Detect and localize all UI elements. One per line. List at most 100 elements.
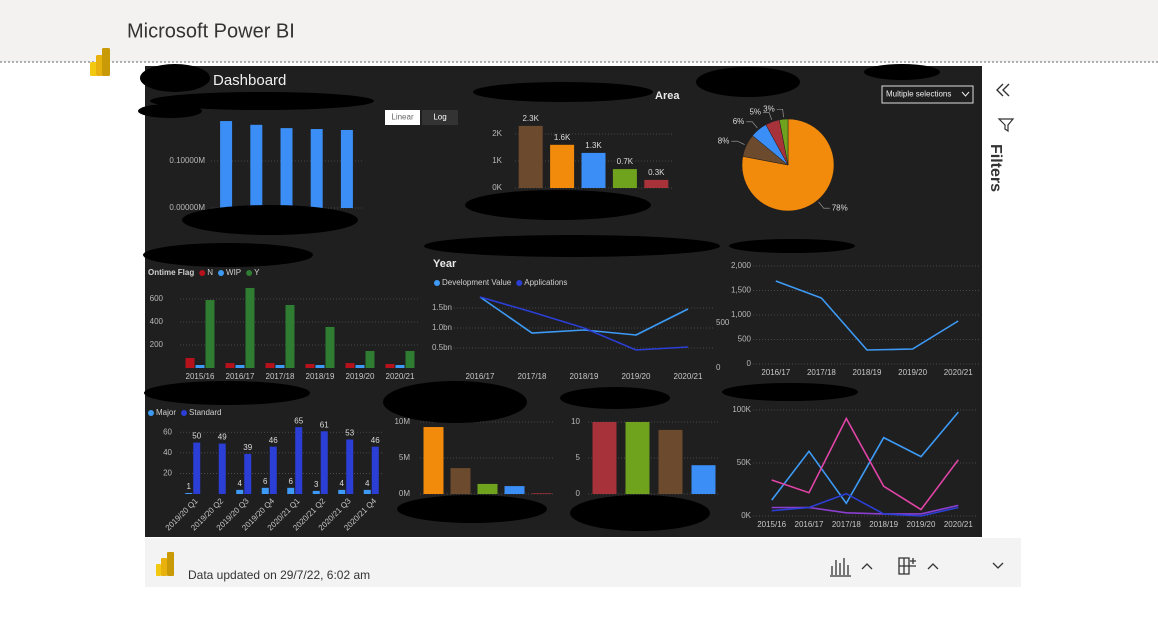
bar <box>612 169 637 188</box>
line-series <box>771 411 959 505</box>
filters-label[interactable]: Filters <box>987 144 1004 192</box>
data-label: 6 <box>263 477 268 486</box>
bar <box>185 357 195 368</box>
bar <box>691 465 716 494</box>
x-tick-label: 2018/19 <box>853 368 882 377</box>
x-tick-label: 2018/19 <box>306 372 335 381</box>
linear-button[interactable] <box>385 110 420 125</box>
chevron-down[interactable] <box>992 562 1004 569</box>
linear-label[interactable]: Linear <box>391 113 414 122</box>
legend-label: WIP <box>226 268 241 277</box>
y-tick-label: 50K <box>737 458 752 467</box>
bar <box>385 363 395 368</box>
bar <box>581 152 606 188</box>
legend-marker <box>218 270 225 276</box>
line-series <box>479 296 689 336</box>
y-tick-label: 0 <box>576 489 581 498</box>
bar <box>340 129 353 208</box>
y-tick-label: 10 <box>571 417 580 426</box>
bar <box>312 490 320 494</box>
footer-logo <box>156 552 174 576</box>
chevron-up[interactable] <box>927 563 939 570</box>
bar <box>504 486 525 494</box>
x-tick-label: 2015/16 <box>186 372 215 381</box>
legend-marker <box>516 280 523 286</box>
data-label: 8% <box>718 136 730 145</box>
chart-title: Area <box>655 90 680 102</box>
data-label: 50 <box>192 432 201 441</box>
line-series <box>479 296 689 351</box>
bar <box>320 431 328 494</box>
bar <box>205 300 215 368</box>
scale-toggle[interactable]: Linear Log <box>385 110 458 125</box>
filters-pane[interactable]: Filters <box>987 83 1015 192</box>
y-tick-label: 600 <box>150 294 164 303</box>
bar <box>450 468 471 494</box>
x-tick-label: 2020/21 <box>944 520 973 529</box>
x-tick-label: 2020/21 <box>674 372 703 381</box>
bar <box>477 483 498 494</box>
x-tick-label: 2015/16 <box>757 520 786 529</box>
data-label: 4 <box>365 479 370 488</box>
bar <box>395 365 405 368</box>
y-tick-label: 1,500 <box>731 286 752 295</box>
x-tick-label: 2018/19 <box>869 520 898 529</box>
x-tick-label: 2018/19 <box>570 372 599 381</box>
log-label[interactable]: Log <box>433 113 446 122</box>
y-tick-label: 0.5bn <box>432 343 452 352</box>
log-button[interactable] <box>422 110 458 125</box>
bar <box>365 350 375 368</box>
dropdown-value[interactable]: Multiple selections <box>886 90 951 99</box>
leader-line <box>818 201 830 209</box>
page-icon[interactable] <box>898 557 916 575</box>
bar <box>625 422 650 494</box>
bar <box>236 489 244 494</box>
footer-actions[interactable] <box>830 557 1004 577</box>
data-label: 6 <box>289 477 294 486</box>
chart-title: Year <box>433 258 457 270</box>
legend-marker <box>199 270 206 276</box>
dropdown-box[interactable] <box>881 85 974 104</box>
bar <box>423 427 444 494</box>
x-tick-label: 2017/18 <box>518 372 547 381</box>
y-tick-label: 0 <box>716 363 721 372</box>
y-tick-label: 0K <box>492 183 502 192</box>
x-tick-label: 2020/21 <box>944 368 973 377</box>
data-label: 78% <box>832 203 848 212</box>
slicer-dropdown[interactable]: Multiple selections <box>881 85 974 104</box>
x-tick-label: 2019/20 <box>346 372 375 381</box>
bar <box>363 489 371 494</box>
data-label: 0.3K <box>648 168 665 177</box>
data-label: 1.6K <box>554 133 571 142</box>
chevron-up[interactable] <box>861 563 873 570</box>
y-tick-label: 5 <box>576 453 581 462</box>
filter-icon[interactable] <box>997 118 1015 133</box>
bar <box>218 443 226 494</box>
y-tick-label: 1.5bn <box>432 303 452 312</box>
bar <box>305 363 315 368</box>
data-label: 3 <box>314 480 319 489</box>
y-tick-label: 100K <box>732 405 751 414</box>
bar <box>244 453 252 494</box>
dropdown-chevron[interactable] <box>961 91 970 97</box>
legend-label: Major <box>156 408 176 417</box>
bar <box>315 365 325 368</box>
app-title: Microsoft Power BI <box>127 20 295 42</box>
line-series <box>771 492 959 517</box>
footer-bar <box>145 538 1021 587</box>
bar <box>265 363 275 368</box>
bar <box>325 326 335 368</box>
bar <box>310 129 323 208</box>
data-label: 0.7K <box>617 157 634 166</box>
bar <box>235 365 245 368</box>
bar <box>592 422 617 494</box>
y-tick-label: 0 <box>747 359 752 368</box>
data-label: 46 <box>269 436 278 445</box>
data-label: 53 <box>345 429 354 438</box>
bar <box>346 439 354 494</box>
visual-icon[interactable] <box>830 558 851 577</box>
data-label: 3% <box>763 104 775 113</box>
powerbi-logo <box>90 48 110 76</box>
collapse-icon[interactable] <box>996 83 1010 97</box>
